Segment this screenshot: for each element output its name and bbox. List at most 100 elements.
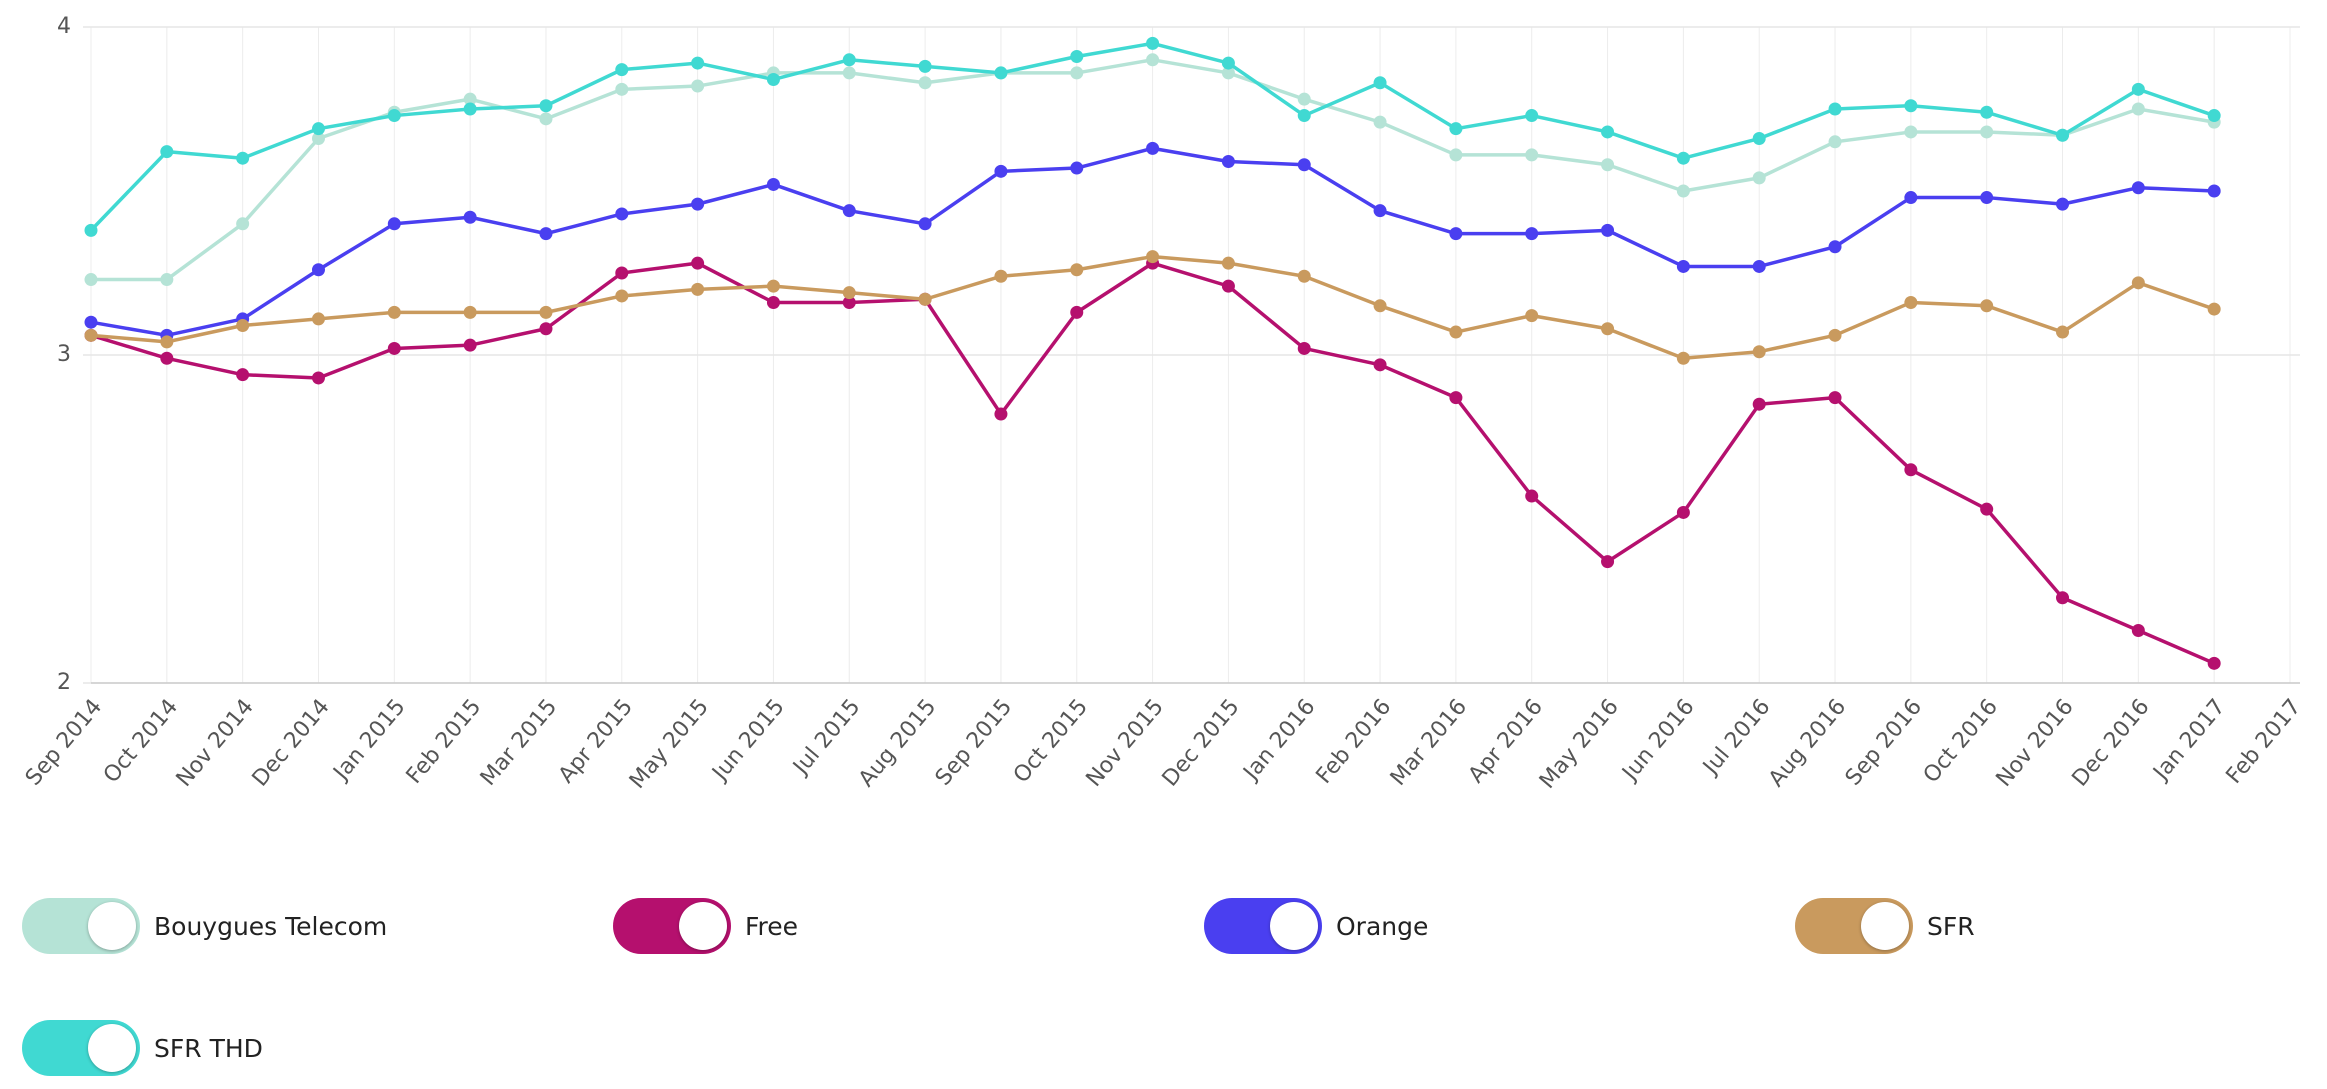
data-point — [1904, 463, 1918, 477]
data-point — [1297, 158, 1311, 172]
toggle-knob — [1270, 902, 1318, 950]
data-point — [1904, 296, 1918, 310]
data-point — [1297, 109, 1311, 123]
data-point — [615, 63, 629, 77]
data-point — [1297, 341, 1311, 355]
data-point — [766, 72, 780, 86]
data-point — [236, 318, 250, 332]
legend-toggle[interactable]: SFR THD — [22, 1020, 263, 1076]
legend-toggle[interactable]: Free — [613, 898, 798, 954]
x-tick-label: Nov 2015 — [1082, 695, 1169, 792]
x-tick-label: Aug 2016 — [1764, 695, 1851, 792]
data-point — [539, 112, 553, 126]
data-point — [387, 217, 401, 231]
data-point — [1449, 391, 1463, 405]
data-point — [2131, 276, 2145, 290]
data-point — [1525, 227, 1539, 241]
data-point — [1980, 502, 1994, 516]
data-point — [918, 292, 932, 306]
legend-label: SFR — [1927, 911, 1975, 941]
x-tick-label: Dec 2014 — [248, 695, 335, 792]
data-point — [1146, 36, 1160, 50]
toggle-track[interactable] — [613, 898, 731, 954]
toggle-track[interactable] — [1795, 898, 1913, 954]
data-point — [691, 256, 705, 270]
data-point — [1525, 309, 1539, 323]
data-point — [160, 335, 174, 349]
data-point — [2207, 656, 2221, 670]
data-point — [1373, 76, 1387, 90]
data-point — [1752, 345, 1766, 359]
data-point — [463, 102, 477, 116]
data-point — [615, 207, 629, 221]
x-tick-label: May 2016 — [1535, 695, 1624, 794]
x-tick-label: Jan 2015 — [328, 695, 411, 787]
data-point — [918, 59, 932, 73]
data-point — [2131, 624, 2145, 638]
data-point — [311, 263, 325, 277]
toggle-track[interactable] — [1204, 898, 1322, 954]
data-point — [766, 279, 780, 293]
data-point — [311, 132, 325, 146]
data-point — [2056, 128, 2070, 142]
x-tick-label: Sep 2015 — [931, 695, 1017, 791]
toggle-track[interactable] — [22, 898, 140, 954]
legend-toggle[interactable]: Orange — [1204, 898, 1428, 954]
legend-toggle[interactable]: SFR — [1795, 898, 1975, 954]
data-point — [2207, 109, 2221, 123]
data-point — [918, 217, 932, 231]
data-point — [1601, 125, 1615, 139]
data-point — [1601, 555, 1615, 569]
data-point — [1980, 105, 1994, 119]
data-point — [2131, 82, 2145, 96]
data-point — [1221, 56, 1235, 70]
data-point — [1221, 66, 1235, 80]
data-point — [311, 371, 325, 385]
data-point — [1525, 489, 1539, 503]
data-point — [842, 53, 856, 67]
data-point — [1752, 171, 1766, 185]
x-tick-label: Feb 2015 — [402, 695, 487, 789]
data-point — [1146, 53, 1160, 67]
data-point — [1828, 328, 1842, 342]
data-point — [463, 305, 477, 319]
legend-label: Bouygues Telecom — [154, 911, 388, 941]
legend-label: Free — [745, 911, 799, 941]
toggle-knob — [88, 902, 136, 950]
data-point — [387, 341, 401, 355]
x-tick-label: Jan 2016 — [1238, 695, 1321, 787]
x-tick-label: Apr 2015 — [554, 695, 638, 788]
data-point — [994, 66, 1008, 80]
data-point — [1449, 122, 1463, 136]
data-point — [615, 289, 629, 303]
data-point — [842, 66, 856, 80]
legend-toggle[interactable]: Bouygues Telecom — [22, 898, 387, 954]
data-point — [463, 338, 477, 352]
toggle-track[interactable] — [22, 1020, 140, 1076]
data-point — [1373, 204, 1387, 218]
data-point — [539, 227, 553, 241]
data-point — [1146, 141, 1160, 155]
data-point — [1070, 50, 1084, 64]
data-point — [1070, 66, 1084, 80]
data-point — [1828, 391, 1842, 405]
data-point — [84, 315, 98, 329]
data-point — [1676, 351, 1690, 365]
legend-label: SFR THD — [154, 1033, 263, 1063]
data-point — [387, 109, 401, 123]
data-point — [994, 407, 1008, 421]
data-point — [766, 296, 780, 310]
x-tick-label: Jul 2015 — [788, 695, 866, 781]
data-point — [691, 79, 705, 93]
data-point — [1601, 223, 1615, 237]
data-point — [2207, 184, 2221, 198]
data-point — [1070, 263, 1084, 277]
data-point — [1373, 358, 1387, 372]
x-tick-label: Aug 2015 — [854, 695, 941, 792]
y-tick-label: 2 — [57, 670, 71, 695]
x-tick-label: Jul 2016 — [1697, 695, 1775, 781]
data-point — [236, 368, 250, 382]
data-point — [1601, 322, 1615, 336]
toggle-knob — [1861, 902, 1909, 950]
